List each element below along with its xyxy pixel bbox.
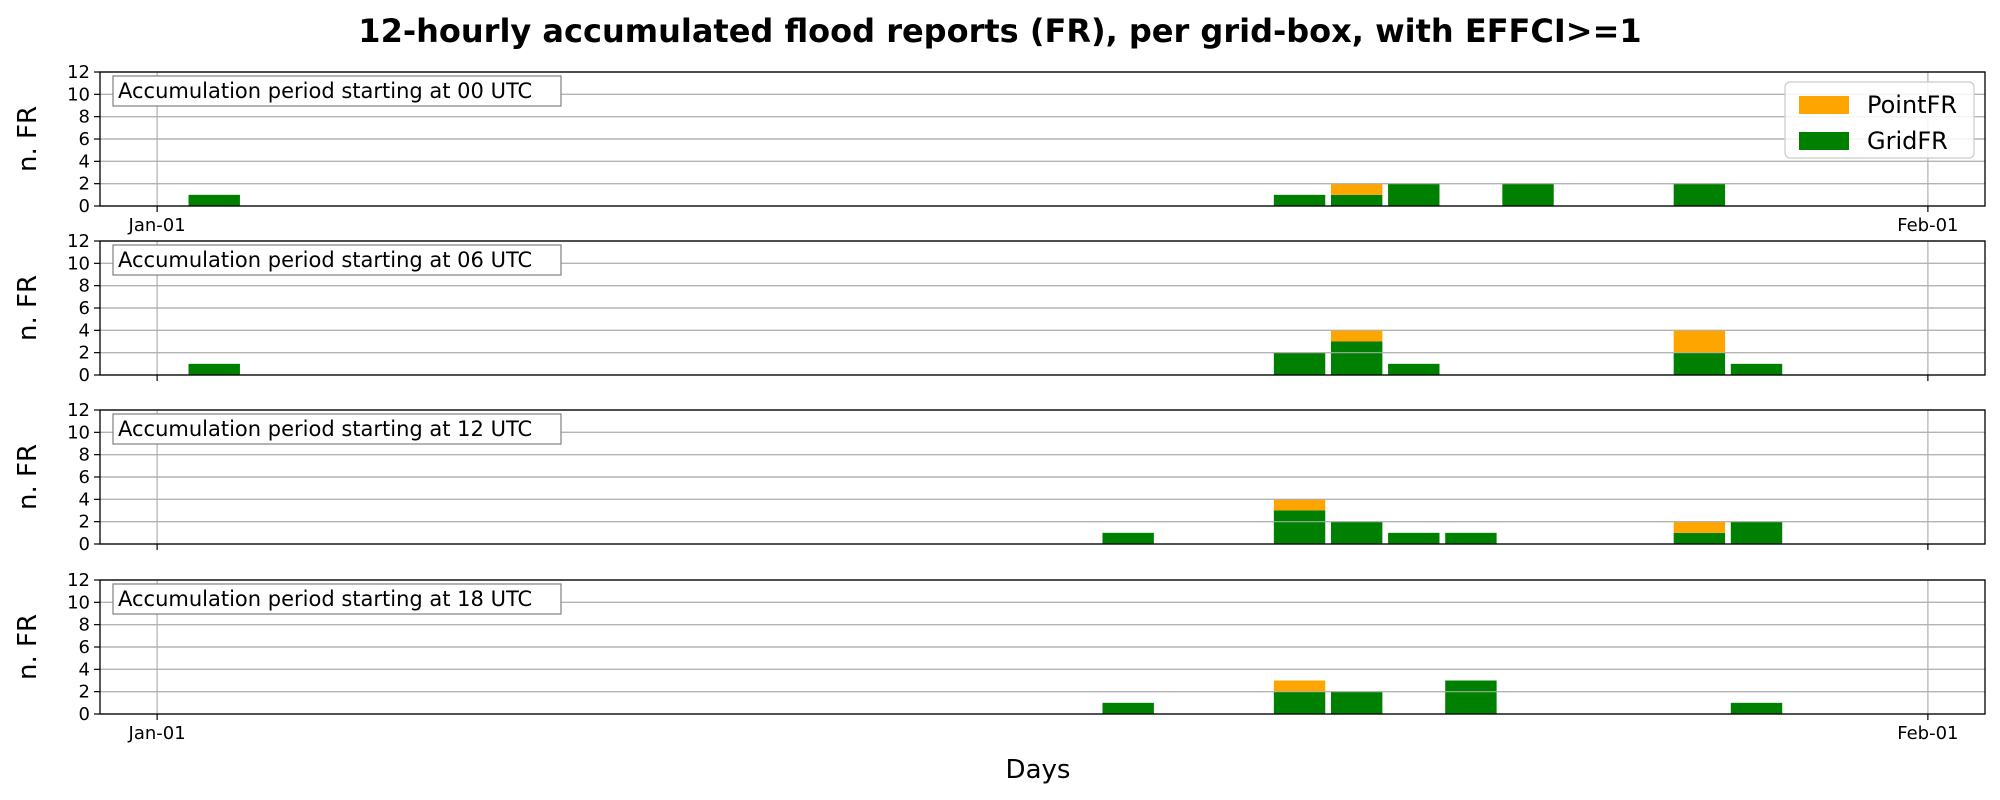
gridfr-bar [1330, 521, 1383, 544]
gridfr-bar [1330, 341, 1383, 375]
y-tick-label: 12 [67, 570, 90, 591]
y-tick-label: 4 [79, 659, 90, 680]
y-tick-label: 8 [79, 615, 90, 636]
gridfr-bar [1388, 363, 1440, 375]
gridfr-bar [1673, 532, 1726, 544]
legend-label-pointfr: PointFR [1867, 91, 1957, 119]
annotation-text: Accumulation period starting at 12 UTC [118, 417, 532, 441]
y-tick-label: 10 [67, 253, 90, 274]
y-axis-label: n. FR [13, 614, 43, 680]
figure-title: 12-hourly accumulated flood reports (FR)… [358, 12, 1641, 50]
y-tick-label: 12 [67, 231, 90, 252]
gridfr-bar [1273, 691, 1326, 714]
pointfr-bar [1330, 330, 1383, 342]
y-tick-label: 0 [79, 704, 90, 725]
annotation-box [112, 244, 562, 276]
gridfr-bar [1273, 352, 1326, 375]
gridfr-bar [1502, 183, 1554, 206]
gridfr-bar [1445, 532, 1497, 544]
gridfr-bar [1330, 194, 1383, 206]
y-tick-label: 4 [79, 320, 90, 341]
annotation-text: Accumulation period starting at 06 UTC [118, 248, 532, 272]
annotation-box [112, 413, 562, 445]
y-axis-label: n. FR [13, 444, 43, 510]
gridfr-bar [1102, 532, 1154, 544]
y-tick-label: 4 [79, 151, 90, 172]
annotation-box [112, 75, 562, 107]
y-tick-label: 0 [79, 365, 90, 386]
legend-label-gridfr: GridFR [1867, 127, 1948, 155]
y-tick-label: 4 [79, 489, 90, 510]
y-axis-label: n. FR [13, 106, 43, 172]
gridfr-bar [1102, 702, 1154, 714]
y-axis-label: n. FR [13, 275, 43, 341]
x-tick-label: Feb-01 [1897, 723, 1958, 744]
annotation-box [112, 583, 562, 615]
y-tick-label: 6 [79, 129, 90, 150]
y-tick-label: 8 [79, 445, 90, 466]
y-tick-label: 12 [67, 62, 90, 83]
gridfr-bar [1673, 352, 1726, 375]
gridfr-bar [1730, 363, 1783, 375]
gridfr-bar [1273, 510, 1326, 544]
y-tick-label: 8 [79, 276, 90, 297]
y-tick-label: 2 [79, 174, 90, 195]
y-tick-label: 6 [79, 467, 90, 488]
x-tick-label: Jan-01 [128, 215, 186, 236]
gridfr-bar [1273, 194, 1326, 206]
y-tick-label: 10 [67, 84, 90, 105]
y-tick-label: 0 [79, 534, 90, 555]
y-tick-label: 8 [79, 107, 90, 128]
annotation-text: Accumulation period starting at 00 UTC [118, 79, 532, 103]
legend-swatch-gridfr [1799, 132, 1849, 150]
gridfr-bar [1388, 532, 1440, 544]
gridfr-bar [1730, 521, 1783, 544]
y-tick-label: 6 [79, 637, 90, 658]
pointfr-bar [1273, 680, 1326, 692]
y-tick-label: 2 [79, 682, 90, 703]
y-tick-label: 2 [79, 343, 90, 364]
gridfr-bar [1673, 183, 1726, 206]
x-tick-label: Feb-01 [1897, 215, 1958, 236]
pointfr-bar [1330, 183, 1383, 195]
gridfr-bar [188, 363, 240, 375]
y-tick-label: 6 [79, 298, 90, 319]
y-tick-label: 10 [67, 592, 90, 613]
gridfr-bar [1730, 702, 1783, 714]
x-tick-label: Jan-01 [128, 723, 186, 744]
y-tick-label: 12 [67, 400, 90, 421]
pointfr-bar [1673, 521, 1726, 533]
x-axis-label: Days [1006, 755, 1071, 785]
legend-swatch-pointfr [1799, 96, 1849, 114]
gridfr-bar [188, 194, 240, 206]
gridfr-bar [1388, 183, 1440, 206]
annotation-text: Accumulation period starting at 18 UTC [118, 587, 532, 611]
y-tick-label: 10 [67, 422, 90, 443]
y-tick-label: 0 [79, 196, 90, 217]
gridfr-bar [1445, 680, 1497, 714]
gridfr-bar [1330, 691, 1383, 714]
pointfr-bar [1673, 330, 1726, 353]
y-tick-label: 2 [79, 512, 90, 533]
pointfr-bar [1273, 499, 1326, 511]
